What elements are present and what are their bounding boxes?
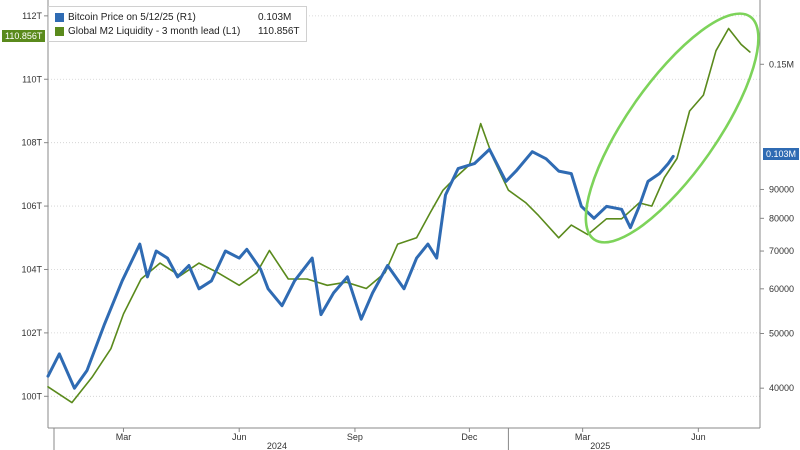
left-tick-label-5: 110T <box>22 74 42 84</box>
right-tick-label-4: 80000 <box>769 213 794 223</box>
legend-value-m2: 110.856T <box>258 25 300 37</box>
year-label-1: 2025 <box>590 441 610 450</box>
right-tick-label-5: 90000 <box>769 184 794 194</box>
right-tick-label-6: 0.15M <box>769 59 794 69</box>
month-label-5: Jun <box>691 432 706 442</box>
left-tick-label-3: 106T <box>21 201 42 211</box>
left-tick-label-4: 108T <box>21 138 42 148</box>
right-axis: 40000 50000 60000 70000 80000 90000 0.15M <box>759 0 794 428</box>
bitcoin-last-value-badge: 0.103M <box>763 148 800 160</box>
month-label-1: Jun <box>232 432 247 442</box>
legend-entry-bitcoin: Bitcoin Price on 5/12/25 (R1) 0.103M <box>55 10 300 24</box>
bottom-axis: Mar Jun Sep Dec Mar Jun 2024 2025 <box>48 427 760 450</box>
right-tick-label-3: 70000 <box>769 246 794 256</box>
left-axis: 100T 102T 104T 106T 108T 110T 112T <box>21 0 49 428</box>
right-tick-label-1: 50000 <box>769 328 794 338</box>
legend-value-bitcoin: 0.103M <box>258 11 292 23</box>
right-tick-label-0: 40000 <box>769 383 794 393</box>
month-label-4: Mar <box>575 432 591 442</box>
year-label-0: 2024 <box>267 441 287 450</box>
month-label-3: Dec <box>461 432 478 442</box>
legend-label-bitcoin: Bitcoin Price on 5/12/25 (R1) <box>68 11 196 23</box>
legend-swatch-m2 <box>55 26 64 36</box>
legend-label-m2: Global M2 Liquidity - 3 month lead (L1) <box>68 25 241 37</box>
month-label-0: Mar <box>116 432 132 442</box>
left-tick-label-6: 112T <box>22 11 42 21</box>
legend-swatch-bitcoin <box>55 12 64 22</box>
plot-area <box>48 0 760 428</box>
annotation-layer <box>584 12 760 244</box>
highlight-ellipse-0 <box>584 12 760 244</box>
m2-last-value-badge: 110.856T <box>2 30 46 42</box>
left-tick-label-2: 104T <box>21 264 42 274</box>
right-tick-label-2: 60000 <box>769 284 794 294</box>
legend: Bitcoin Price on 5/12/25 (R1) 0.103M Glo… <box>48 6 307 42</box>
global-m2-line <box>47 27 751 404</box>
month-label-2: Sep <box>347 432 363 442</box>
legend-entry-m2: Global M2 Liquidity - 3 month lead (L1) … <box>55 24 300 38</box>
left-tick-label-0: 100T <box>21 391 42 401</box>
left-tick-label-1: 102T <box>21 328 42 338</box>
